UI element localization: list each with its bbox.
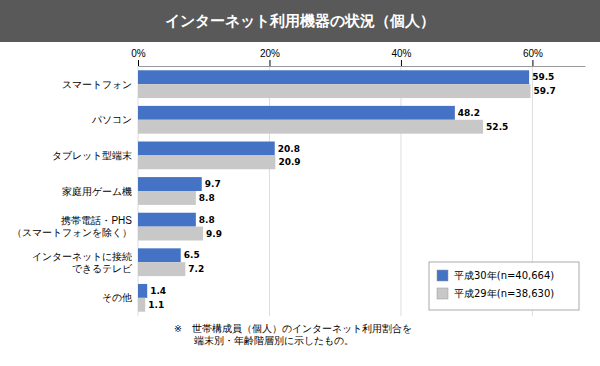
data-labels: 59.5 48.2 20.8 9.7 8.8 6.5 1.4 59.7 52.5 20.9 8.8 9…	[148, 72, 555, 310]
y-axis: スマートフォンパソコンタブレット型端末家庭用ゲーム機携帯電話・PHS（スマートフ…	[12, 79, 138, 304]
tick-label: その他	[102, 292, 132, 303]
tick-label: パソコン	[91, 114, 132, 125]
bar	[138, 177, 202, 191]
bar	[138, 262, 185, 276]
title: インターネット利用機器の状況（個人）	[165, 12, 435, 30]
tick-label: インターネットに接続できるテレビ	[32, 251, 133, 274]
legend-label: 平成30年(n=40,664)	[454, 270, 554, 281]
data-label: 7.2	[188, 264, 204, 274]
data-label: 9.9	[206, 229, 222, 239]
legend-item: 平成30年(n=40,664)	[437, 270, 554, 281]
data-label: 1.4	[150, 286, 166, 296]
bar	[138, 227, 203, 241]
chart: インターネット利用機器の状況（個人） 59.5 48.2 20.8 9.7 8.8 6.5 1…	[0, 0, 600, 366]
tick-label: 40%	[391, 48, 411, 59]
data-label: 59.7	[533, 86, 555, 96]
data-label: 20.8	[278, 144, 300, 154]
data-label: 8.8	[199, 215, 215, 225]
bar	[138, 70, 529, 84]
bar	[138, 191, 196, 205]
data-label: 9.7	[205, 179, 221, 189]
bar	[138, 120, 483, 134]
tick-label-line: その他	[102, 292, 132, 303]
tick-mark	[532, 60, 533, 66]
tick-label-line: インターネットに接続	[32, 251, 132, 262]
annotation: ※ 世帯構成員（個人）のインターネット利用割合を 端末別・年齢階層別に示したもの…	[174, 323, 412, 346]
data-label: 48.2	[458, 108, 480, 118]
legend-frame	[429, 262, 579, 310]
tick-label-line: スマートフォン	[62, 79, 132, 90]
tick-label: 60%	[523, 48, 543, 59]
data-label: 1.1	[148, 300, 164, 310]
bar	[138, 298, 145, 312]
tick-label: 家庭用ゲーム機	[62, 186, 132, 197]
bar	[138, 155, 275, 169]
tick: 60%	[523, 48, 543, 66]
tick-label-line: パソコン	[91, 114, 132, 125]
tick-label: スマートフォン	[62, 79, 132, 90]
tick: 携帯電話・PHS（スマートフォンを除く）	[12, 215, 138, 238]
data-label: 59.5	[532, 72, 554, 82]
legend: 平成30年(n=40,664) 平成29年(n=38,630)	[429, 262, 579, 310]
legend-swatch	[437, 270, 448, 281]
tick-mark	[401, 60, 402, 66]
tick: 家庭用ゲーム機	[62, 186, 138, 197]
tick: その他	[102, 292, 138, 303]
annotation-line: 端末別・年齢階層別に示したもの。	[174, 335, 354, 346]
data-label: 8.8	[199, 193, 215, 203]
data-label: 6.5	[184, 250, 200, 260]
tick: パソコン	[91, 114, 138, 125]
bar	[138, 141, 275, 155]
tick-label: 携帯電話・PHS（スマートフォンを除く）	[12, 215, 132, 238]
bar	[138, 248, 181, 262]
annotation-line: ※ 世帯構成員（個人）のインターネット利用割合を	[174, 323, 412, 334]
tick-mark	[138, 60, 139, 66]
grid-line	[400, 66, 401, 316]
tick-label: タブレット型端末	[52, 150, 132, 161]
legend-swatch	[437, 288, 448, 299]
tick-label-line: （スマートフォンを除く）	[12, 227, 132, 238]
tick-label-line: 家庭用ゲーム機	[62, 186, 132, 197]
tick-mark	[269, 60, 270, 66]
legend-label: 平成29年(n=38,630)	[454, 288, 554, 299]
bar	[138, 284, 147, 298]
tick-label-line: できるテレビ	[72, 263, 133, 274]
tick-label-line: タブレット型端末	[52, 150, 132, 161]
axis-line	[139, 66, 586, 67]
tick-label: 0%	[131, 48, 146, 59]
tick: 40%	[391, 48, 411, 66]
bar	[138, 213, 196, 227]
tick: タブレット型端末	[52, 150, 138, 161]
tick-label: 20%	[260, 48, 280, 59]
tick: 0%	[131, 48, 146, 66]
tick: スマートフォン	[62, 79, 138, 90]
data-label: 52.5	[486, 122, 508, 132]
grid-line	[269, 66, 270, 316]
title-banner	[0, 0, 600, 42]
tick: インターネットに接続できるテレビ	[32, 251, 138, 274]
tick-label-line: 携帯電話・PHS	[61, 215, 132, 226]
data-label: 20.9	[278, 157, 300, 167]
tick: 20%	[260, 48, 280, 66]
bar	[138, 106, 455, 120]
legend-item: 平成29年(n=38,630)	[437, 288, 554, 299]
x-axis: 0% 20% 40% 60%	[131, 48, 585, 67]
bar	[138, 84, 530, 98]
